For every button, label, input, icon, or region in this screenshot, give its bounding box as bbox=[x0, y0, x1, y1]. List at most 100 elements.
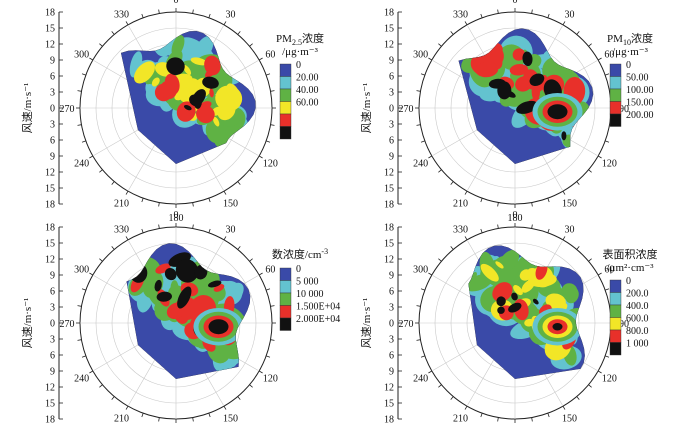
angle-tick-label: 0 bbox=[174, 0, 179, 6]
angle-tick-label: 330 bbox=[114, 10, 129, 21]
legend-title: 表面积浓度 bbox=[603, 247, 658, 261]
radius-tick-label: 3 bbox=[50, 303, 55, 314]
contour-level-3 bbox=[213, 116, 220, 127]
radius-tick-label: 6 bbox=[389, 287, 394, 298]
radius-tick-label: 18 bbox=[45, 8, 55, 19]
legend-swatch bbox=[279, 305, 292, 319]
angle-tick-mark bbox=[562, 236, 566, 241]
legend-level-label: 800.0 bbox=[626, 326, 649, 337]
legend-swatch bbox=[609, 329, 622, 343]
angle-tick-label: 120 bbox=[602, 374, 617, 385]
contour-level-4 bbox=[208, 280, 222, 288]
angle-tick-mark bbox=[450, 246, 454, 250]
contour-level-3 bbox=[133, 61, 156, 84]
legend-title-script: 2.5 bbox=[292, 38, 302, 47]
angle-tick-label: 300 bbox=[74, 265, 89, 276]
angle-tick-label: 330 bbox=[453, 10, 468, 21]
radius-tick-label: 6 bbox=[389, 351, 394, 362]
legend-swatch bbox=[279, 113, 292, 127]
contour-level-3 bbox=[480, 263, 499, 282]
angle-tick-mark bbox=[192, 224, 194, 229]
angle-tick-label: 150 bbox=[223, 413, 238, 424]
contour-level-3 bbox=[475, 61, 499, 78]
angle-tick-mark bbox=[258, 57, 263, 61]
legend-title-main: PM bbox=[607, 33, 623, 45]
angle-tick-mark bbox=[450, 396, 454, 400]
angle-tick-mark bbox=[77, 124, 82, 126]
radius-tick-label: 18 bbox=[45, 223, 55, 234]
angle-tick-mark bbox=[141, 13, 144, 18]
angle-tick-mark bbox=[141, 228, 144, 233]
angle-tick-mark bbox=[99, 43, 103, 47]
contour-level-4 bbox=[561, 131, 567, 141]
contour-level-4 bbox=[156, 291, 172, 302]
contour-level-5 bbox=[202, 76, 219, 89]
radius-axis-title: 风速/m·s⁻¹ bbox=[21, 298, 34, 349]
radius-tick-label: 6 bbox=[389, 136, 394, 147]
angle-tick-mark bbox=[81, 355, 86, 358]
radius-tick-label: 12 bbox=[384, 168, 394, 179]
angle-tick-mark bbox=[249, 384, 253, 388]
angle-tick-mark bbox=[249, 43, 253, 47]
angle-tick-mark bbox=[266, 288, 271, 291]
radius-tick-label: 6 bbox=[50, 287, 55, 298]
contour-level-4 bbox=[497, 81, 512, 100]
radius-tick-label: 9 bbox=[50, 367, 55, 378]
angle-tick-mark bbox=[192, 417, 194, 422]
hotspot-level-5 bbox=[552, 322, 563, 331]
contour-level-4 bbox=[209, 88, 214, 98]
contour-level-5 bbox=[496, 296, 506, 307]
angle-tick-label: 210 bbox=[453, 413, 468, 424]
angle-tick-label: 150 bbox=[562, 198, 577, 209]
angle-tick-mark bbox=[428, 272, 433, 276]
angle-tick-mark bbox=[258, 155, 263, 159]
contour-level-4 bbox=[522, 51, 533, 67]
angle-tick-label: 270 bbox=[60, 319, 75, 330]
angle-tick-label: 180 bbox=[169, 213, 184, 224]
contour-region bbox=[468, 245, 585, 379]
angle-tick-mark bbox=[111, 181, 115, 185]
legend-swatch bbox=[279, 63, 292, 77]
angle-tick-mark bbox=[99, 384, 103, 388]
legend-swatch bbox=[279, 292, 292, 306]
angle-tick-label: 150 bbox=[223, 198, 238, 209]
angle-tick-mark bbox=[497, 417, 499, 422]
angle-tick-label: 90 bbox=[619, 319, 629, 330]
radius-tick-label: 0 bbox=[50, 104, 55, 115]
legend-level-label: 600.0 bbox=[626, 314, 649, 325]
radius-tick-label: 3 bbox=[389, 303, 394, 314]
angle-tick-mark bbox=[141, 198, 144, 203]
legend-title: PM2.5浓度 bbox=[276, 31, 324, 47]
legend-swatch bbox=[279, 76, 292, 90]
radius-axis-title: 风速/m·s⁻¹ bbox=[360, 298, 373, 349]
radius-tick-label: 18 bbox=[45, 200, 55, 211]
legend-level-label: 10 000 bbox=[296, 289, 324, 300]
legend-title-main: PM bbox=[276, 33, 292, 45]
angle-tick-mark bbox=[588, 384, 592, 388]
angle-tick-mark bbox=[597, 57, 602, 61]
radius-tick-label: 9 bbox=[389, 56, 394, 67]
angle-tick-mark bbox=[77, 305, 82, 307]
radius-tick-label: 18 bbox=[384, 200, 394, 211]
angle-tick-mark bbox=[420, 140, 425, 143]
angle-tick-mark bbox=[588, 43, 592, 47]
angle-tick-label: 120 bbox=[263, 374, 278, 385]
angle-tick-label: 150 bbox=[562, 413, 577, 424]
panel-pm10: 0306090120150180210240270300330181512963… bbox=[360, 0, 654, 224]
legend-level-label: 60.00 bbox=[296, 98, 319, 109]
angle-tick-label: 30 bbox=[226, 225, 236, 236]
radius-tick-label: 15 bbox=[384, 239, 394, 250]
legend-swatch bbox=[279, 88, 292, 102]
angle-tick-mark bbox=[125, 405, 129, 410]
angle-tick-label: 210 bbox=[453, 198, 468, 209]
angle-tick-mark bbox=[270, 90, 275, 92]
angle-tick-label: 120 bbox=[602, 159, 617, 170]
angle-tick-mark bbox=[464, 405, 468, 410]
angle-tick-mark bbox=[497, 9, 499, 14]
panel-number-concentration: 0306090120150180210240270300330181512963… bbox=[21, 210, 340, 429]
legend-swatch bbox=[609, 76, 622, 90]
radius-tick-label: 3 bbox=[389, 335, 394, 346]
angle-tick-mark bbox=[111, 246, 115, 250]
contour-level-4 bbox=[492, 282, 513, 302]
angle-tick-mark bbox=[266, 73, 271, 76]
